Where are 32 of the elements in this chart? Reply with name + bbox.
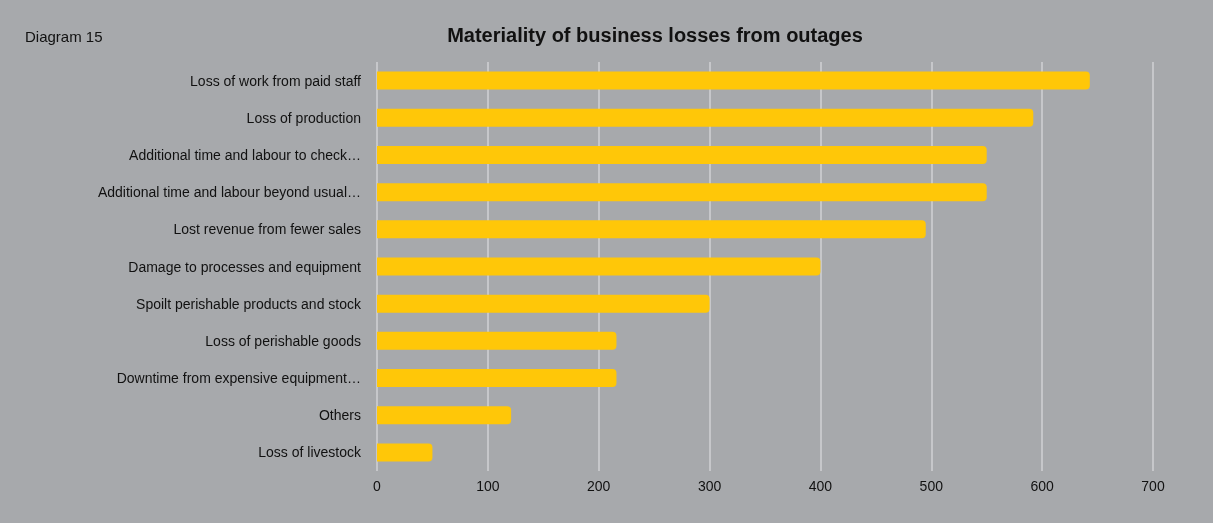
x-tick-label: 700 xyxy=(1141,478,1165,494)
y-tick-label: Loss of livestock xyxy=(258,444,362,461)
y-tick-label: Damage to processes and equipment xyxy=(128,258,362,275)
y-tick-label: Others xyxy=(318,407,361,424)
y-tick-label: Loss of production xyxy=(246,109,361,126)
x-tick-label: 600 xyxy=(1030,478,1055,494)
bar xyxy=(377,369,617,388)
y-tick-label: Downtime from expensive equipment… xyxy=(116,370,361,387)
x-tick-label: 100 xyxy=(476,478,500,494)
bar xyxy=(377,443,433,462)
bar xyxy=(377,257,821,276)
x-tick-label: 200 xyxy=(587,478,611,494)
x-tick-label: 0 xyxy=(373,478,382,494)
bar xyxy=(377,331,617,350)
y-tick-label: Lost revenue from fewer sales xyxy=(173,221,361,238)
text: Diagram 15 xyxy=(25,28,103,45)
bar xyxy=(377,220,926,239)
bar xyxy=(377,71,1090,90)
y-tick-label: Spoilt perishable products and stock xyxy=(136,295,362,312)
y-tick-label: Loss of work from paid staff xyxy=(190,72,362,89)
bar xyxy=(377,145,987,164)
y-tick-label: Loss of perishable goods xyxy=(205,332,361,349)
bar xyxy=(377,406,512,425)
bar xyxy=(377,183,987,202)
chart-title: Materiality of business losses from outages xyxy=(447,24,863,46)
x-tick-label: 300 xyxy=(697,478,722,494)
bar xyxy=(377,108,1034,127)
x-tick-label: 400 xyxy=(808,478,833,494)
bar xyxy=(377,294,710,313)
y-tick-label: Additional time and labour to check… xyxy=(129,146,361,163)
x-tick-label: 500 xyxy=(919,478,944,494)
y-tick-label: Additional time and labour beyond usual… xyxy=(97,184,361,201)
